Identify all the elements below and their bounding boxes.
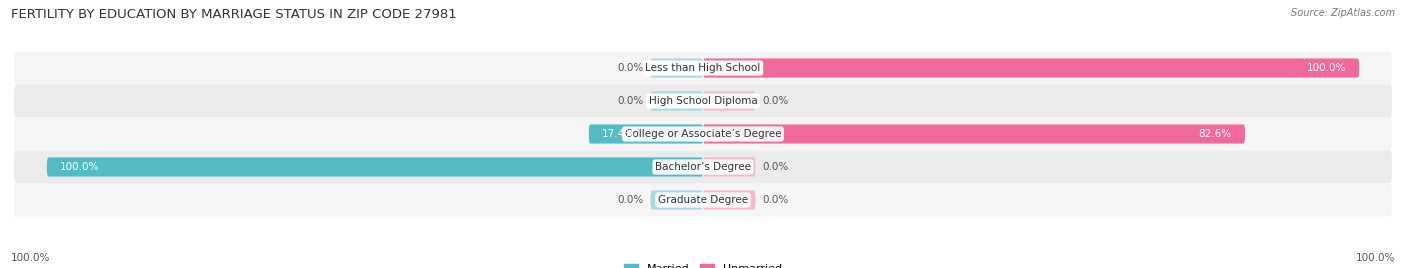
Text: 100.0%: 100.0% (60, 162, 100, 172)
FancyBboxPatch shape (651, 58, 703, 78)
Text: FERTILITY BY EDUCATION BY MARRIAGE STATUS IN ZIP CODE 27981: FERTILITY BY EDUCATION BY MARRIAGE STATU… (11, 8, 457, 21)
Text: High School Diploma: High School Diploma (648, 96, 758, 106)
Legend: Married, Unmarried: Married, Unmarried (624, 264, 782, 268)
Text: 0.0%: 0.0% (617, 63, 644, 73)
Text: 82.6%: 82.6% (1199, 129, 1232, 139)
Text: 100.0%: 100.0% (1355, 253, 1395, 263)
FancyBboxPatch shape (703, 190, 755, 210)
FancyBboxPatch shape (703, 58, 1360, 78)
FancyBboxPatch shape (14, 151, 1392, 184)
Text: 0.0%: 0.0% (762, 162, 789, 172)
Text: College or Associate’s Degree: College or Associate’s Degree (624, 129, 782, 139)
Text: 100.0%: 100.0% (11, 253, 51, 263)
Text: 0.0%: 0.0% (617, 96, 644, 106)
FancyBboxPatch shape (703, 124, 1244, 144)
Text: Less than High School: Less than High School (645, 63, 761, 73)
FancyBboxPatch shape (14, 184, 1392, 217)
FancyBboxPatch shape (703, 157, 755, 177)
Text: 17.4%: 17.4% (602, 129, 636, 139)
FancyBboxPatch shape (14, 117, 1392, 151)
FancyBboxPatch shape (14, 84, 1392, 117)
FancyBboxPatch shape (46, 157, 703, 177)
Text: 0.0%: 0.0% (762, 96, 789, 106)
FancyBboxPatch shape (651, 190, 703, 210)
Text: 0.0%: 0.0% (617, 195, 644, 205)
Text: 0.0%: 0.0% (762, 195, 789, 205)
Text: Bachelor’s Degree: Bachelor’s Degree (655, 162, 751, 172)
FancyBboxPatch shape (703, 91, 755, 111)
FancyBboxPatch shape (651, 91, 703, 111)
Text: Graduate Degree: Graduate Degree (658, 195, 748, 205)
FancyBboxPatch shape (14, 51, 1392, 84)
FancyBboxPatch shape (589, 124, 703, 144)
Text: Source: ZipAtlas.com: Source: ZipAtlas.com (1291, 8, 1395, 18)
Text: 100.0%: 100.0% (1306, 63, 1346, 73)
